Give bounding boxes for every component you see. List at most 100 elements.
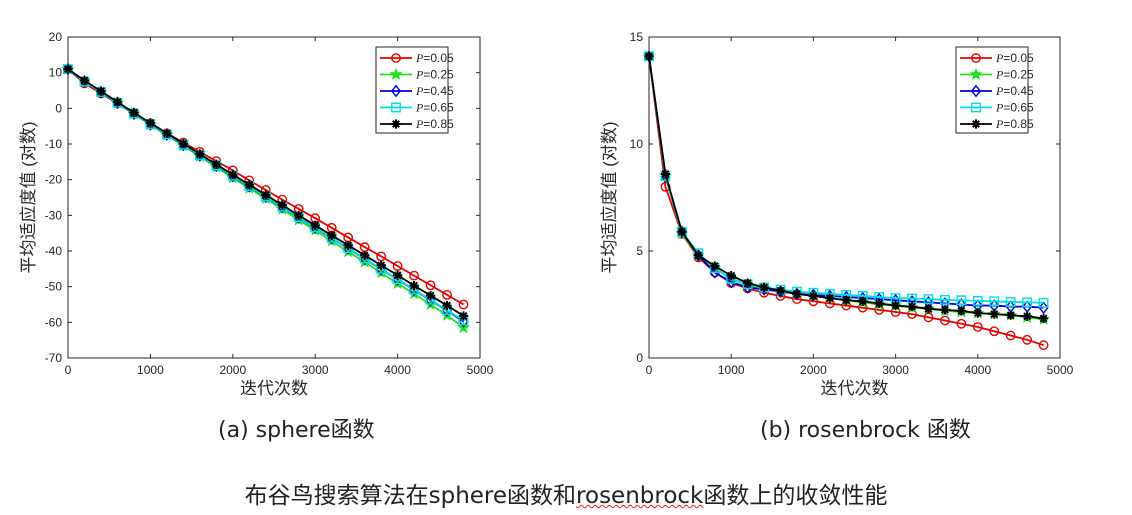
data-point — [310, 220, 320, 230]
data-point — [940, 294, 950, 305]
data-point — [343, 240, 353, 250]
legend-marker — [971, 102, 981, 113]
data-point — [1005, 297, 1016, 307]
data-point — [907, 302, 917, 312]
y-tick-label: -30 — [45, 208, 63, 222]
x-tick-label: 3000 — [302, 363, 329, 377]
data-point — [743, 278, 753, 288]
x-axis-label: 迭代次数 — [240, 379, 308, 398]
legend-entry: P=0.05 — [415, 51, 454, 65]
data-point — [409, 280, 419, 291]
figure-caption: 布谷鸟搜索算法在sphere函数和rosenbrock函数上的收敛性能 — [0, 476, 1132, 510]
data-point — [393, 270, 403, 280]
y-tick-label: 15 — [630, 30, 644, 44]
data-point — [956, 295, 967, 306]
y-axis-label: 平均适应度值 (对数) — [600, 121, 619, 273]
data-point — [1022, 297, 1033, 308]
data-point — [112, 97, 123, 107]
data-point — [956, 318, 967, 329]
data-point — [792, 289, 802, 299]
legend-entry: P=0.85 — [415, 117, 454, 131]
data-point — [693, 250, 703, 260]
y-tick-label: -40 — [45, 244, 63, 258]
data-point — [425, 280, 436, 291]
data-point — [972, 322, 983, 332]
data-point — [874, 298, 884, 309]
data-point — [891, 300, 901, 311]
data-point — [1038, 297, 1049, 308]
data-point — [660, 169, 671, 179]
data-point — [1038, 313, 1049, 324]
legend-marker — [969, 67, 983, 81]
legend-marker — [390, 84, 402, 98]
legend-marker — [391, 102, 401, 113]
data-point — [644, 51, 654, 61]
legend-marker — [391, 53, 401, 63]
data-point — [261, 190, 271, 200]
data-point — [1022, 334, 1033, 345]
data-point — [277, 200, 287, 210]
data-point — [973, 308, 983, 318]
x-axis-label: 迭代次数 — [821, 379, 889, 398]
series-4 — [644, 51, 1049, 324]
data-point — [940, 315, 950, 326]
x-tick-label: 4000 — [964, 363, 991, 377]
y-tick-label: -70 — [45, 351, 63, 365]
y-tick-label: -50 — [45, 280, 63, 294]
caption-part-2: rosenbrock — [576, 483, 704, 509]
data-point — [392, 261, 403, 271]
data-point — [129, 108, 139, 118]
data-point — [211, 159, 221, 169]
chart-panel-a: 0 1000 2000 3000 4000 5000 -70 -60 -50 -40 -30 -20 -… — [19, 30, 494, 398]
caption-part-1: 布谷鸟搜索算法在sphere函数和 — [244, 483, 577, 509]
data-point — [940, 305, 950, 315]
subcaption-b: (b) rosenbrock 函数 — [760, 418, 971, 443]
data-point — [710, 261, 720, 271]
data-point — [1005, 330, 1016, 341]
legend-marker — [389, 67, 403, 81]
y-tick-label: 10 — [630, 137, 644, 151]
data-point — [327, 230, 337, 240]
caption-part-3: 函数上的收敛性能 — [703, 483, 888, 509]
legend-marker — [971, 119, 981, 129]
data-point — [726, 271, 736, 281]
data-point — [458, 311, 469, 321]
y-tick-label: 20 — [49, 30, 63, 44]
data-point — [145, 118, 155, 128]
data-point — [425, 290, 436, 301]
data-point — [775, 285, 786, 296]
y-tick-label: 0 — [636, 351, 643, 365]
legend-entry: P=0.45 — [415, 84, 454, 98]
x-tick-label: 3000 — [882, 363, 909, 377]
data-point — [1038, 340, 1049, 351]
figure-canvas: 0 1000 2000 3000 4000 5000-70-60-50-40-30-20-… — [19, 30, 1074, 398]
data-point — [841, 295, 851, 305]
x-tick-label: 5000 — [1047, 363, 1074, 377]
data-point — [1038, 301, 1049, 315]
legend-entry: P=0.45 — [995, 84, 1034, 98]
data-point — [178, 139, 188, 149]
series-4 — [63, 64, 469, 321]
data-point — [162, 128, 172, 138]
legend: P=0.05 P=0.25 P=0.45 P=0.65 P=0.85 — [955, 46, 1034, 134]
data-point — [63, 64, 73, 74]
x-tick-label: 1000 — [718, 363, 745, 377]
data-point — [989, 326, 1000, 337]
y-tick-label: -10 — [45, 137, 63, 151]
legend-entry: P=0.65 — [415, 101, 454, 115]
data-point — [360, 250, 370, 260]
data-point — [195, 149, 205, 159]
y-axis-label: 平均适应度值 (对数) — [19, 121, 38, 273]
x-tick-label: 4000 — [384, 363, 411, 377]
data-point — [228, 170, 238, 180]
legend-entry: P=0.85 — [995, 117, 1034, 131]
data-point — [956, 306, 966, 316]
x-tick-label: 5000 — [467, 363, 494, 377]
data-point — [989, 296, 1000, 307]
data-point — [458, 299, 469, 310]
x-tick-label: 1000 — [137, 363, 164, 377]
data-point — [96, 86, 106, 96]
y-tick-label: -60 — [45, 315, 63, 329]
legend-marker — [970, 84, 982, 98]
data-point — [442, 289, 452, 300]
